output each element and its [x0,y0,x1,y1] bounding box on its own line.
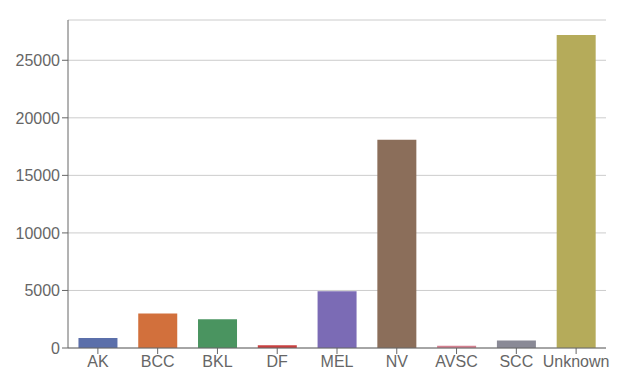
svg-text:10000: 10000 [16,225,61,242]
svg-text:25000: 25000 [16,52,61,69]
svg-text:NV: NV [386,353,409,370]
svg-text:AK: AK [87,353,109,370]
svg-text:AVSC: AVSC [435,353,477,370]
svg-text:SCC: SCC [499,353,533,370]
svg-text:Unknown: Unknown [543,353,610,370]
svg-text:20000: 20000 [16,110,61,127]
svg-text:DF: DF [267,353,289,370]
svg-text:BCC: BCC [141,353,175,370]
svg-text:5000: 5000 [24,282,60,299]
svg-text:MEL: MEL [321,353,354,370]
svg-text:BKL: BKL [202,353,232,370]
svg-text:0: 0 [51,340,60,357]
svg-text:15000: 15000 [16,167,61,184]
